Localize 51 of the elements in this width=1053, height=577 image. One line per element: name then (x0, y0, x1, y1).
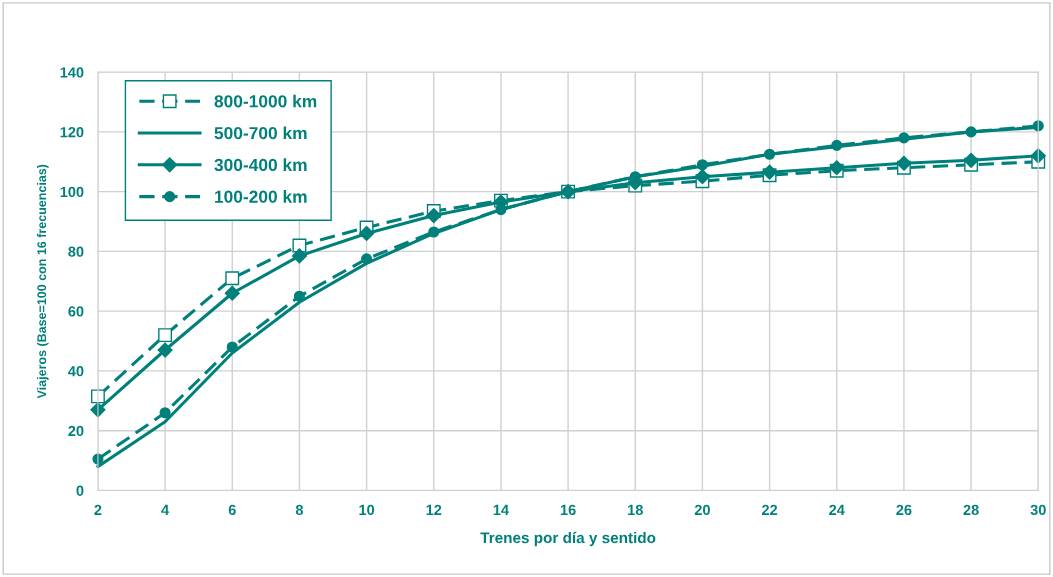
point (361, 253, 373, 265)
x-tick-label: 14 (493, 504, 509, 515)
x-tick-label: 22 (761, 504, 778, 515)
x-tick-label: 30 (1030, 504, 1046, 516)
x-tick-label: 12 (426, 504, 442, 515)
x-tick-label: 20 (694, 504, 710, 516)
y-tick-label: 120 (60, 126, 84, 138)
y-tick-label: 60 (68, 306, 84, 317)
point (426, 207, 442, 224)
point (428, 226, 440, 238)
x-tick-label: 24 (829, 504, 845, 515)
point (764, 148, 776, 160)
point (963, 152, 979, 168)
x-tick-label: 16 (560, 504, 576, 516)
legend-label: 300-400 km (214, 158, 307, 172)
point (898, 132, 910, 144)
y-tick-label: 40 (68, 366, 84, 377)
y-tick-label: 140 (60, 67, 84, 78)
x-tick-label: 10 (359, 504, 375, 516)
point (831, 139, 843, 151)
point (292, 238, 307, 253)
point (291, 248, 307, 264)
y-tick-label: 80 (68, 246, 84, 257)
point (225, 271, 240, 286)
point (694, 169, 710, 185)
legend-label: 800-1000 km (214, 94, 317, 108)
x-tick-label: 2 (94, 504, 102, 515)
y-tick-label: 20 (68, 425, 84, 437)
point (696, 159, 708, 171)
x-tick-label: 28 (963, 504, 979, 516)
y-tick-label: 100 (60, 186, 84, 198)
x-tick-label: 26 (896, 504, 912, 516)
point (158, 328, 173, 343)
y-tick-label: 0 (76, 485, 84, 496)
x-tick-label: 6 (228, 504, 236, 516)
point (359, 225, 375, 242)
x-tick-label: 18 (628, 504, 643, 516)
point (226, 341, 238, 353)
point (965, 126, 977, 138)
point (157, 342, 173, 358)
point (762, 164, 778, 180)
x-axis-title: Trenes por día y sentido (480, 531, 656, 547)
legend-label: 100-200 km (215, 190, 307, 203)
x-tick-label: 8 (295, 504, 304, 516)
point (224, 285, 240, 301)
y-axis-title: Viajeros (Base=100 con 16 frecuencias) (36, 164, 49, 399)
point (896, 155, 912, 171)
x-tick-label: 4 (161, 504, 170, 515)
point (293, 290, 305, 302)
point (159, 407, 171, 419)
legend-label: 500-700 km (214, 126, 307, 140)
